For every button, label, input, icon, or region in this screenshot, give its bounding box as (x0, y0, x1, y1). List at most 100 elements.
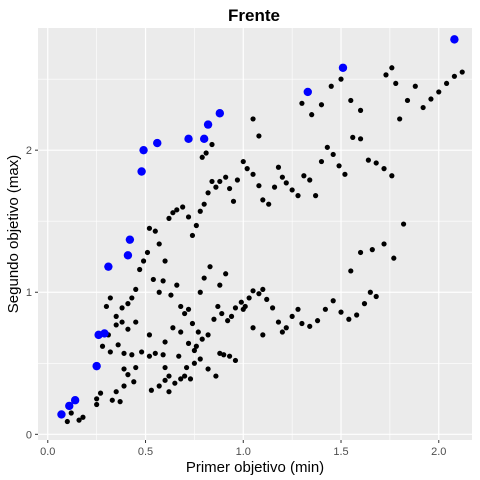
data-point (322, 306, 328, 312)
x-axis-title: Primer objetivo (min) (186, 459, 324, 476)
data-point (283, 180, 289, 186)
front-point (70, 396, 80, 405)
data-point (68, 410, 74, 416)
data-point (301, 173, 307, 179)
data-point (264, 296, 270, 302)
data-point (295, 306, 301, 312)
data-point (250, 116, 256, 122)
data-point (166, 389, 172, 395)
data-point (348, 97, 354, 104)
data-point (213, 184, 219, 190)
data-point (199, 154, 205, 160)
data-point (428, 96, 434, 102)
data-point (367, 289, 373, 295)
data-point (174, 282, 180, 288)
x-tick-label: 1.5 (333, 446, 348, 458)
data-point (182, 310, 188, 317)
data-point (348, 268, 354, 274)
data-point (260, 286, 266, 293)
data-point (205, 366, 211, 372)
data-point (146, 332, 153, 338)
data-point (266, 201, 272, 207)
front-point (57, 410, 66, 419)
data-point (160, 352, 166, 358)
data-point (152, 228, 158, 234)
data-point (193, 222, 199, 229)
data-point (207, 264, 213, 270)
data-point (328, 83, 334, 89)
data-point (365, 157, 371, 163)
data-point (193, 343, 199, 349)
data-point (201, 275, 207, 281)
data-point (256, 133, 262, 139)
data-point (246, 295, 252, 301)
data-point (133, 286, 139, 293)
data-point (397, 116, 403, 122)
data-point (189, 232, 196, 239)
data-point (162, 364, 168, 371)
data-point (295, 193, 301, 199)
data-point (346, 316, 352, 322)
y-tick-label: 1 (26, 287, 32, 299)
data-point (139, 349, 145, 355)
data-point (203, 150, 209, 156)
data-point (357, 136, 364, 142)
data-point (150, 276, 156, 283)
data-point (166, 373, 172, 379)
data-point (223, 271, 229, 277)
y-axis-title: Segundo objetivo (max) (5, 155, 22, 313)
data-point (168, 292, 174, 298)
data-point (170, 210, 176, 216)
data-point (232, 357, 239, 364)
data-point (189, 320, 196, 327)
data-point (338, 309, 344, 315)
data-point (119, 305, 125, 311)
data-point (146, 225, 153, 231)
data-point (199, 336, 205, 342)
data-point (289, 313, 295, 319)
data-point (244, 166, 250, 172)
front-point (199, 134, 209, 144)
data-point (133, 364, 139, 371)
data-point (113, 313, 119, 319)
data-point (324, 144, 330, 150)
data-point (205, 190, 211, 196)
data-point (195, 329, 201, 335)
front-point (92, 361, 101, 371)
data-point (228, 313, 235, 319)
data-point (381, 241, 387, 247)
front-point (450, 35, 459, 44)
data-point (225, 318, 231, 324)
data-point (121, 350, 127, 356)
chart-title: Frente (228, 6, 280, 25)
front-point (303, 87, 312, 97)
data-point (357, 107, 364, 113)
data-point (76, 417, 82, 423)
front-point (338, 63, 348, 72)
data-point (140, 258, 147, 264)
front-point (65, 401, 74, 411)
data-point (217, 350, 223, 356)
data-point (187, 376, 194, 382)
data-point (404, 97, 411, 104)
data-point (156, 241, 162, 247)
data-point (459, 69, 465, 75)
data-point (318, 102, 325, 108)
data-point (318, 158, 325, 165)
data-point (269, 305, 276, 311)
data-point (172, 380, 178, 386)
data-point (197, 208, 203, 214)
front-point (203, 120, 213, 129)
data-point (107, 349, 113, 355)
data-point (201, 201, 207, 207)
data-point (260, 197, 266, 203)
data-point (182, 373, 188, 379)
data-point (113, 389, 119, 395)
front-point (139, 145, 148, 155)
data-point (240, 306, 246, 312)
data-point (121, 366, 127, 372)
data-point (283, 325, 289, 331)
front-point (100, 329, 109, 338)
data-point (234, 177, 241, 183)
data-point (313, 193, 319, 199)
